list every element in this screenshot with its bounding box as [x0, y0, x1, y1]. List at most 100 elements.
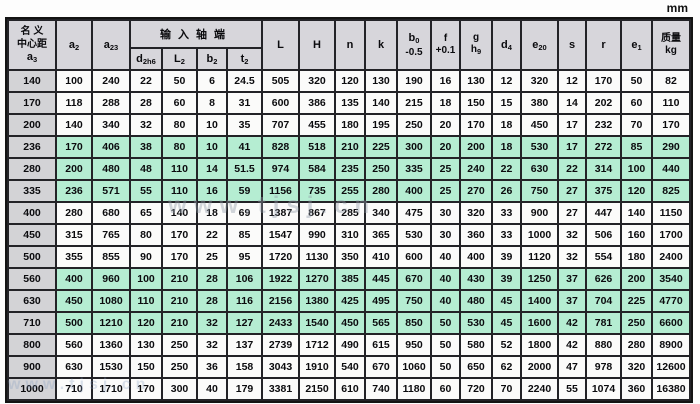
data-cell: 320 [461, 203, 491, 223]
data-cell: 215 [398, 93, 430, 113]
data-cell: 450 [57, 291, 91, 311]
header-a2: a2 [57, 21, 91, 69]
data-cell: 27 [559, 203, 585, 223]
data-cell: 47 [559, 357, 585, 377]
data-cell: 1700 [653, 225, 689, 245]
data-cell: 8 [198, 93, 226, 113]
data-cell: 170 [461, 115, 491, 135]
data-cell: 17 [559, 115, 585, 135]
data-cell: 360 [622, 379, 651, 399]
dimension-spec-table: 名 义 中心距 a3 a2 a23 输入轴端 L H n k b0 -0.5 f… [5, 17, 693, 403]
data-cell: 300 [163, 379, 196, 399]
table-row: 450 315 765 80 170 22 85 1547 990 310 365 530 30 360 3… [9, 225, 689, 245]
data-cell: 116 [228, 291, 261, 311]
data-cell: 670 [366, 357, 396, 377]
data-cell: 2156 [263, 291, 298, 311]
data-cell: 140 [163, 203, 196, 223]
data-cell: 90 [131, 247, 161, 267]
data-cell: 3540 [653, 269, 689, 289]
data-cell: 37 [559, 291, 585, 311]
header-f: f +0.1 [432, 21, 459, 69]
table-row: 560 400 960 100 210 28 106 1922 1270 385 445 670 40 4… [9, 269, 689, 289]
data-cell: 365 [366, 225, 396, 245]
data-cell: 50 [432, 313, 459, 333]
data-cell: 960 [93, 269, 129, 289]
data-cell: 28 [198, 269, 226, 289]
data-cell: 3381 [263, 379, 298, 399]
data-cell: 180 [336, 115, 364, 135]
data-cell: 1250 [522, 269, 557, 289]
header-b0: b0 -0.5 [398, 21, 430, 69]
data-cell: 280 [366, 181, 396, 201]
header-a23: a23 [93, 21, 129, 69]
data-cell: 16 [198, 181, 226, 201]
data-cell: 1712 [300, 335, 334, 355]
data-cell: 170 [587, 71, 620, 91]
data-cell: 900 [522, 203, 557, 223]
data-cell: 180 [622, 247, 651, 267]
header-L2: L2 [163, 49, 196, 69]
data-cell: 140 [366, 93, 396, 113]
data-cell: 1400 [522, 291, 557, 311]
header-L: L [263, 21, 298, 69]
data-cell: 22 [493, 159, 520, 179]
data-cell: 1130 [300, 247, 334, 267]
data-cell: 30 [432, 225, 459, 245]
data-cell: 540 [336, 357, 364, 377]
data-cell: 80 [163, 137, 196, 157]
data-cell: 27 [559, 181, 585, 201]
data-cell: 2739 [263, 335, 298, 355]
data-cell: 18 [432, 93, 459, 113]
data-cell: 62 [493, 357, 520, 377]
table-row: 200 140 340 32 80 10 35 707 455 180 195 250 20 170 18 4… [9, 115, 689, 135]
data-cell: 1080 [93, 291, 129, 311]
data-cell: 110 [131, 291, 161, 311]
data-cell: 1210 [93, 313, 129, 333]
data-cell: 720 [461, 379, 491, 399]
data-cell: 855 [93, 247, 129, 267]
data-cell: 400 [461, 247, 491, 267]
data-cell: 240 [461, 159, 491, 179]
data-cell: 320 [622, 357, 651, 377]
data-cell: 110 [163, 181, 196, 201]
data-cell: 1000 [522, 225, 557, 245]
data-cell: 750 [522, 181, 557, 201]
data-cell: 85 [228, 225, 261, 245]
data-cell: 50 [432, 335, 459, 355]
data-cell: 28 [198, 291, 226, 311]
table-row: 236 170 406 38 80 10 41 828 518 210 225 300 20 200 18 5… [9, 137, 689, 157]
data-cell: 170 [163, 225, 196, 245]
data-cell: 1922 [263, 269, 298, 289]
table-header: 名 义 中心距 a3 a2 a23 输入轴端 L H n k b0 -0.5 f… [9, 21, 689, 69]
data-cell: 210 [163, 291, 196, 311]
data-cell: 600 [263, 93, 298, 113]
data-cell: 120 [131, 313, 161, 333]
data-cell: 1380 [300, 291, 334, 311]
data-cell: 85 [622, 137, 651, 157]
data-cell: 15 [493, 93, 520, 113]
data-cell: 38 [131, 137, 161, 157]
data-cell: 335 [398, 159, 430, 179]
data-cell: 39 [493, 247, 520, 267]
data-cell: 2240 [522, 379, 557, 399]
data-cell: 35 [228, 115, 261, 135]
data-cell: 1600 [522, 313, 557, 333]
data-cell: 707 [263, 115, 298, 135]
data-cell: 20 [432, 137, 459, 157]
data-cell: 2150 [300, 379, 334, 399]
data-cell: 18 [198, 203, 226, 223]
data-cell: 36 [198, 357, 226, 377]
data-cell: 1180 [398, 379, 430, 399]
data-cell: 6 [198, 71, 226, 91]
data-cell: 704 [587, 291, 620, 311]
data-cell: 355 [57, 247, 91, 267]
data-cell: 200 [622, 269, 651, 289]
data-cell: 1530 [93, 357, 129, 377]
data-cell: 565 [366, 313, 396, 333]
table-row: 335 236 571 55 110 16 59 1156 735 255 280 400 25 270 2… [9, 181, 689, 201]
data-cell: 880 [587, 335, 620, 355]
data-cell: 1910 [300, 357, 334, 377]
data-cell: 12 [559, 71, 585, 91]
data-cell: 60 [432, 379, 459, 399]
data-cell: 320 [300, 71, 334, 91]
